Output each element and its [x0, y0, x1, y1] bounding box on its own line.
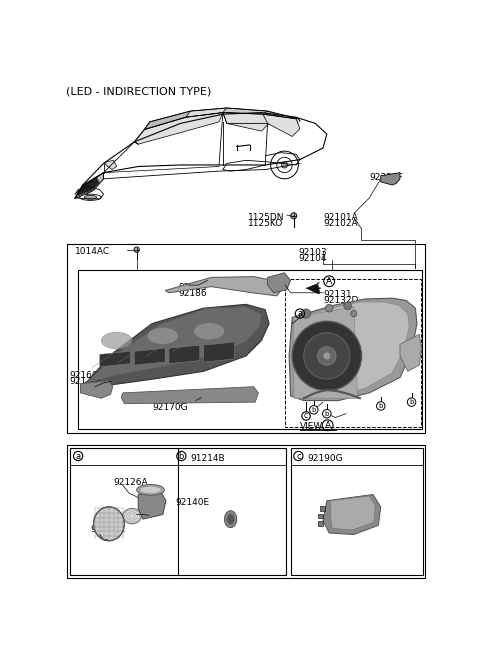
Text: 92170G: 92170G — [152, 403, 188, 412]
Text: A: A — [326, 277, 332, 286]
Bar — [67, 445, 425, 578]
Text: a: a — [297, 309, 302, 318]
Polygon shape — [84, 306, 262, 383]
Ellipse shape — [101, 332, 132, 349]
Polygon shape — [144, 111, 191, 129]
Ellipse shape — [84, 195, 96, 199]
Polygon shape — [186, 108, 227, 117]
Text: 92160K: 92160K — [69, 371, 103, 380]
Text: b: b — [312, 407, 316, 413]
Ellipse shape — [123, 508, 141, 523]
Bar — [71, 448, 286, 575]
Text: (LED - INDIRECTION TYPE): (LED - INDIRECTION TYPE) — [66, 87, 211, 96]
Text: 92170J: 92170J — [69, 377, 100, 386]
Polygon shape — [306, 283, 320, 293]
Circle shape — [344, 302, 351, 310]
Bar — [318, 514, 323, 518]
Text: 1125KO: 1125KO — [248, 219, 284, 228]
Text: 92126A: 92126A — [114, 478, 148, 487]
Text: 92190G: 92190G — [308, 454, 343, 462]
Polygon shape — [400, 335, 421, 371]
Polygon shape — [121, 387, 258, 403]
Bar — [291, 448, 423, 575]
Polygon shape — [263, 111, 299, 123]
Bar — [318, 522, 323, 526]
Text: 92103: 92103 — [299, 248, 327, 257]
Polygon shape — [134, 113, 223, 144]
Polygon shape — [134, 348, 165, 365]
Bar — [78, 270, 421, 429]
Ellipse shape — [147, 327, 178, 344]
Text: b: b — [379, 403, 383, 409]
Polygon shape — [204, 342, 234, 362]
Circle shape — [408, 398, 416, 406]
Text: 92131: 92131 — [323, 290, 352, 298]
Bar — [285, 279, 421, 427]
Polygon shape — [292, 302, 409, 396]
Text: c: c — [296, 451, 300, 461]
Ellipse shape — [80, 194, 101, 200]
Circle shape — [318, 346, 336, 365]
Bar — [67, 243, 425, 433]
Circle shape — [323, 409, 331, 418]
Text: a: a — [75, 451, 81, 461]
Ellipse shape — [140, 486, 161, 494]
Polygon shape — [267, 273, 291, 293]
Text: 92185: 92185 — [178, 283, 207, 292]
Circle shape — [351, 310, 357, 317]
Text: 92102A: 92102A — [323, 219, 358, 228]
Polygon shape — [223, 113, 269, 131]
Circle shape — [376, 401, 385, 410]
Circle shape — [292, 321, 361, 390]
Text: 92125A: 92125A — [90, 525, 125, 535]
Circle shape — [304, 333, 350, 379]
Text: c: c — [304, 411, 308, 420]
Text: 91214B: 91214B — [191, 454, 225, 462]
Circle shape — [134, 247, 139, 253]
Polygon shape — [323, 495, 381, 535]
Circle shape — [325, 304, 333, 312]
Text: 92140E: 92140E — [175, 498, 209, 506]
Bar — [320, 506, 324, 510]
Text: VIEW: VIEW — [300, 422, 323, 431]
Ellipse shape — [193, 323, 225, 340]
Polygon shape — [165, 277, 283, 296]
Polygon shape — [106, 160, 117, 170]
Text: 92330F: 92330F — [369, 173, 403, 182]
Text: A: A — [324, 420, 331, 430]
Text: 92160J: 92160J — [152, 397, 183, 405]
Circle shape — [310, 405, 318, 414]
Circle shape — [281, 162, 288, 168]
Polygon shape — [381, 173, 400, 185]
Ellipse shape — [225, 510, 237, 527]
Polygon shape — [75, 173, 104, 198]
Text: 92132D: 92132D — [323, 296, 359, 305]
Ellipse shape — [137, 485, 164, 495]
Circle shape — [301, 309, 311, 318]
Polygon shape — [138, 490, 166, 519]
Text: b: b — [179, 451, 184, 461]
Polygon shape — [81, 304, 269, 390]
Polygon shape — [294, 306, 358, 398]
Text: 1125DN: 1125DN — [248, 213, 285, 222]
Text: 92101A: 92101A — [323, 213, 358, 222]
Polygon shape — [263, 114, 300, 136]
Polygon shape — [289, 298, 417, 401]
Polygon shape — [223, 108, 267, 114]
Polygon shape — [331, 496, 375, 530]
Polygon shape — [169, 345, 200, 363]
Circle shape — [324, 353, 330, 359]
Polygon shape — [77, 177, 100, 195]
Text: 92104: 92104 — [299, 255, 327, 263]
Text: 92186: 92186 — [178, 289, 207, 298]
Text: b: b — [409, 399, 414, 405]
Ellipse shape — [94, 507, 124, 541]
Polygon shape — [81, 380, 113, 398]
Circle shape — [291, 213, 297, 219]
Text: b: b — [324, 411, 329, 417]
Ellipse shape — [227, 514, 234, 525]
Text: 1014AC: 1014AC — [75, 247, 110, 256]
Polygon shape — [100, 352, 131, 367]
